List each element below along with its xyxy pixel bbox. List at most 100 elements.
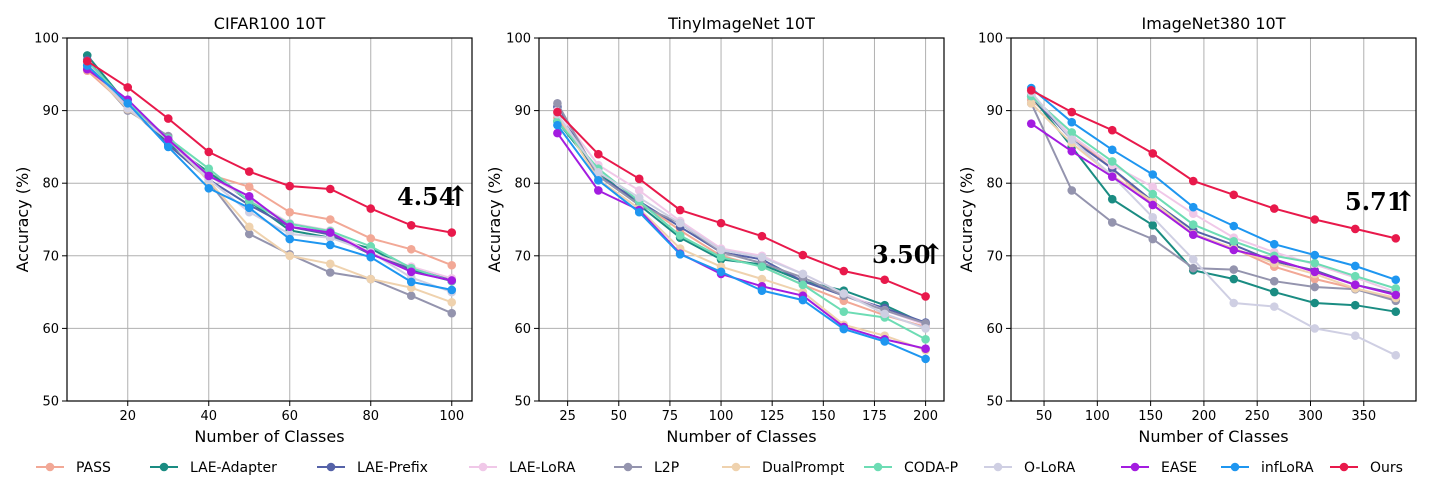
data-point [716, 252, 726, 262]
data-point [880, 309, 889, 319]
series-line [1030, 89, 1397, 240]
data-point [675, 205, 685, 215]
data-point [244, 229, 254, 239]
data-point [1391, 284, 1401, 293]
legend-label: LAE-LoRA [509, 460, 576, 476]
data-point [1310, 324, 1320, 333]
legend-label: CODA-P [904, 460, 958, 476]
x-tick-label: 100 [1085, 409, 1110, 424]
x-tick-label: 350 [1351, 409, 1376, 424]
data-point [675, 231, 685, 240]
series-lae-prefix [82, 55, 457, 284]
data-point [1067, 186, 1077, 195]
legend-item-lae-adapter: LAE-Adapter [150, 460, 277, 476]
series-coda-p [82, 56, 457, 286]
data-point [1188, 176, 1198, 186]
data-point [244, 182, 254, 192]
data-point [594, 186, 603, 195]
data-point [553, 107, 562, 117]
data-point [839, 307, 849, 317]
data-point [757, 231, 767, 241]
data-point [406, 291, 416, 301]
data-point [163, 114, 173, 123]
data-point [1310, 267, 1320, 277]
x-tick-label: 50 [610, 409, 627, 424]
data-point [716, 267, 726, 277]
data-point [204, 183, 214, 193]
series-line [556, 106, 926, 324]
data-point [244, 222, 254, 232]
data-point [1067, 146, 1077, 156]
series-line [86, 64, 452, 291]
data-point [798, 280, 808, 290]
series-inflora [82, 61, 457, 295]
data-point [1350, 331, 1360, 340]
series-line [86, 69, 453, 267]
y-tick-label: 70 [42, 249, 59, 264]
data-point [285, 234, 295, 244]
data-point [716, 218, 726, 228]
data-point [447, 308, 457, 318]
legend-item-o-lora: O-LoRA [984, 460, 1076, 476]
y-tick-label: 80 [42, 177, 59, 192]
data-point [594, 175, 603, 185]
data-point [1350, 280, 1360, 290]
y-tick-label: 90 [42, 104, 59, 119]
data-point [1148, 149, 1158, 158]
data-point [594, 149, 603, 159]
data-point [366, 252, 376, 262]
data-point [1229, 221, 1239, 231]
data-point [921, 354, 930, 364]
improvement-arrow: ↑ [921, 238, 944, 271]
data-point [406, 267, 416, 277]
improvement-arrow: ↑ [1393, 185, 1416, 218]
x-tick-label: 50 [1036, 409, 1053, 424]
series-line [1030, 95, 1396, 313]
series-line [1030, 91, 1397, 357]
data-point [1067, 117, 1077, 127]
data-point [1350, 271, 1360, 281]
data-point [325, 259, 335, 269]
y-tick-label: 60 [986, 322, 1003, 337]
data-point [1107, 218, 1117, 227]
data-point [1269, 239, 1279, 249]
series-line [86, 68, 453, 282]
data-point [366, 234, 376, 243]
series-ours [553, 107, 930, 301]
plot-frame [1010, 37, 1417, 402]
legend-item-l2p: L2P [614, 460, 679, 476]
data-point [1026, 99, 1036, 108]
y-axis-label: Accuracy (%) [13, 167, 32, 273]
data-point [1188, 202, 1198, 212]
y-tick-label: 100 [506, 32, 531, 47]
legend-item-pass: PASS [36, 460, 111, 476]
data-point [798, 269, 808, 279]
series-inflora [1026, 83, 1401, 285]
x-axis-label: Number of Classes [194, 427, 344, 446]
legend-marker [45, 462, 55, 472]
legend-label: infLoRA [1261, 460, 1314, 476]
data-point [921, 292, 930, 301]
data-point [1310, 215, 1320, 224]
legend-marker [623, 462, 633, 472]
series-line [1030, 122, 1397, 296]
x-tick-label: 80 [362, 409, 379, 424]
data-point [285, 207, 295, 217]
data-point [82, 56, 92, 66]
x-tick-label: 60 [281, 409, 298, 424]
improvement-annotation: 3.50 [872, 240, 930, 269]
data-point [1310, 258, 1320, 268]
x-tick-label: 250 [1245, 409, 1270, 424]
legend-marker [1230, 462, 1240, 472]
data-point [757, 286, 767, 295]
data-point [1229, 190, 1239, 200]
data-point [285, 181, 295, 191]
series-line [556, 109, 926, 326]
series-line [86, 54, 453, 283]
series-line [1030, 102, 1397, 299]
data-point [366, 274, 376, 284]
data-point [675, 218, 685, 228]
legend-label: LAE-Adapter [190, 460, 277, 476]
legend-item-ease: EASE [1121, 460, 1197, 476]
data-point [123, 99, 133, 108]
